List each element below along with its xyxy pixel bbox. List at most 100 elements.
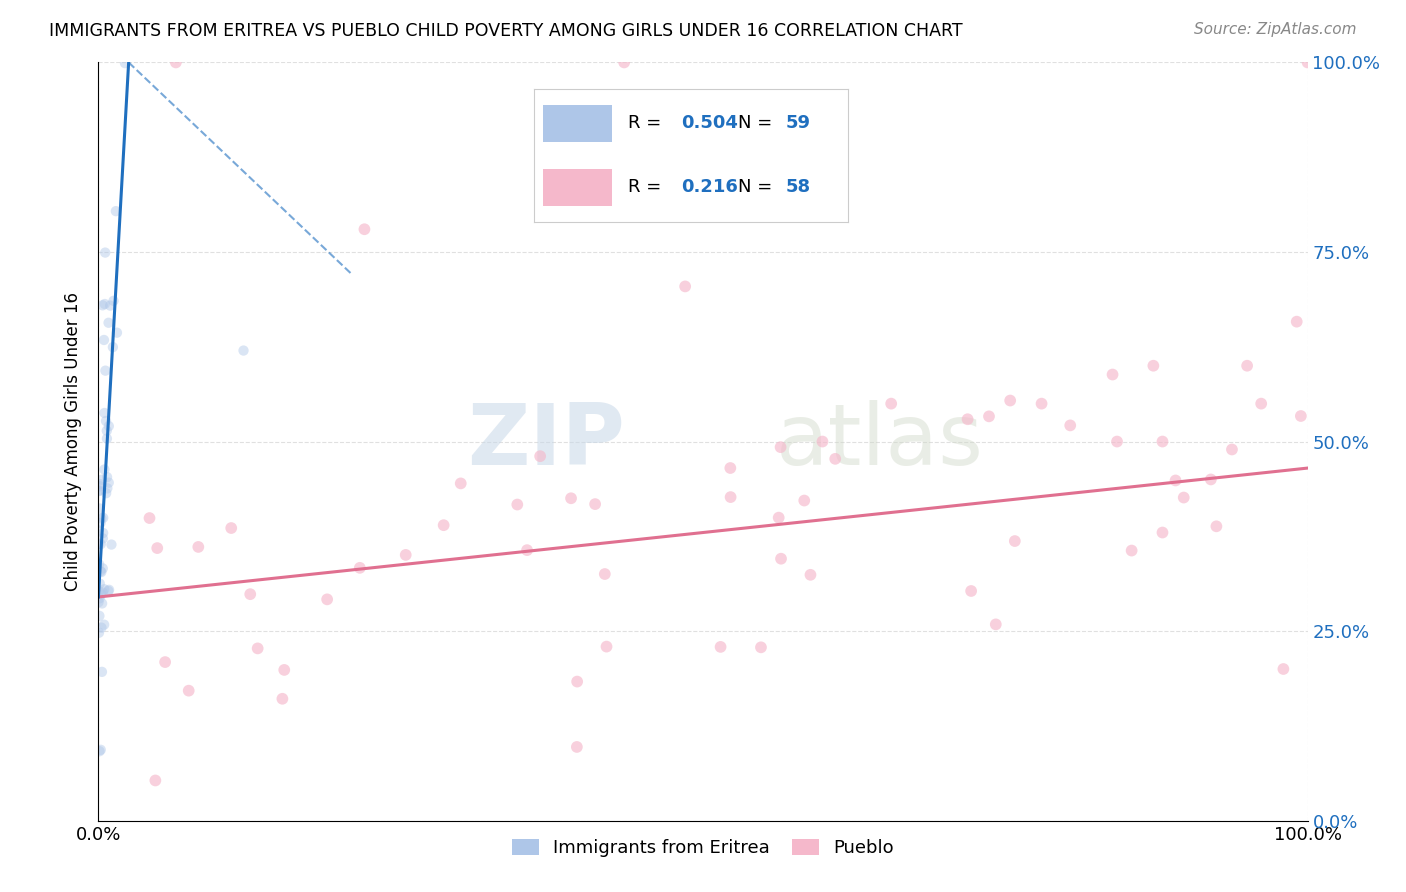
Point <box>271 691 294 706</box>
Point <box>103 293 125 308</box>
Point <box>1220 442 1243 457</box>
Point <box>89 608 111 623</box>
Point <box>1236 359 1258 373</box>
Point <box>1296 55 1319 70</box>
Point <box>613 55 636 70</box>
Point <box>595 640 617 654</box>
Point <box>984 617 1007 632</box>
Point <box>529 449 551 463</box>
Point <box>104 204 127 219</box>
Point <box>593 567 616 582</box>
Point <box>89 558 111 572</box>
Point <box>97 475 120 490</box>
Point <box>97 419 120 434</box>
Point <box>799 567 821 582</box>
Point <box>96 432 118 446</box>
Point <box>1031 396 1053 410</box>
Point <box>90 621 112 635</box>
Point <box>353 222 375 236</box>
Y-axis label: Child Poverty Among Girls Under 16: Child Poverty Among Girls Under 16 <box>65 292 83 591</box>
Point <box>97 316 120 330</box>
Text: Source: ZipAtlas.com: Source: ZipAtlas.com <box>1194 22 1357 37</box>
Point <box>94 297 117 311</box>
Point <box>769 440 792 454</box>
Point <box>232 343 254 358</box>
Point <box>90 743 112 757</box>
Point <box>516 543 538 558</box>
Point <box>91 597 114 611</box>
Point <box>1272 662 1295 676</box>
Point <box>673 279 696 293</box>
Point <box>89 501 111 516</box>
Point <box>565 739 588 754</box>
Point <box>239 587 262 601</box>
Point <box>880 396 903 410</box>
Point <box>89 483 111 498</box>
Point <box>349 561 371 575</box>
Point <box>93 333 115 347</box>
Point <box>96 470 118 484</box>
Point <box>1199 473 1222 487</box>
Point <box>146 541 169 555</box>
Point <box>1004 534 1026 549</box>
Point <box>749 640 772 655</box>
Point <box>960 584 983 599</box>
Point <box>450 476 472 491</box>
Point <box>1059 418 1081 433</box>
Point <box>98 299 121 313</box>
Point <box>811 434 834 449</box>
Point <box>91 526 114 541</box>
Point <box>316 592 339 607</box>
Point <box>94 414 117 428</box>
Point <box>94 364 117 378</box>
Point <box>90 587 112 601</box>
Point <box>977 409 1000 424</box>
Point <box>87 584 110 599</box>
Point <box>219 521 242 535</box>
Point <box>138 511 160 525</box>
Point <box>769 551 792 566</box>
Point <box>395 548 418 562</box>
Point <box>145 773 167 788</box>
Point <box>998 393 1021 408</box>
Point <box>433 518 456 533</box>
Point <box>98 582 121 597</box>
Point <box>90 565 112 579</box>
Point <box>87 524 110 538</box>
Point <box>273 663 295 677</box>
Point <box>90 473 112 487</box>
Point <box>96 481 118 495</box>
Point <box>87 625 110 640</box>
Point <box>100 537 122 551</box>
Point <box>91 511 114 525</box>
Point <box>824 451 846 466</box>
Point <box>89 591 111 606</box>
Point <box>718 461 741 475</box>
Point <box>1105 434 1128 449</box>
Point <box>89 576 111 591</box>
Point <box>96 424 118 438</box>
Point <box>87 537 110 551</box>
Point <box>91 298 114 312</box>
Point <box>89 744 111 758</box>
Point <box>1142 359 1164 373</box>
Point <box>565 674 588 689</box>
Point <box>506 498 529 512</box>
Text: atlas: atlas <box>776 400 984 483</box>
Point <box>97 584 120 599</box>
Point <box>1121 543 1143 558</box>
Point <box>90 477 112 491</box>
Point <box>90 511 112 525</box>
Point <box>89 479 111 493</box>
Point <box>1101 368 1123 382</box>
Point <box>94 245 117 260</box>
Point <box>87 484 110 499</box>
Point <box>165 55 187 70</box>
Point <box>90 537 112 551</box>
Point <box>90 516 112 530</box>
Point <box>89 564 111 578</box>
Point <box>91 532 114 546</box>
Point <box>1152 525 1174 540</box>
Point <box>956 412 979 426</box>
Text: ZIP: ZIP <box>467 400 624 483</box>
